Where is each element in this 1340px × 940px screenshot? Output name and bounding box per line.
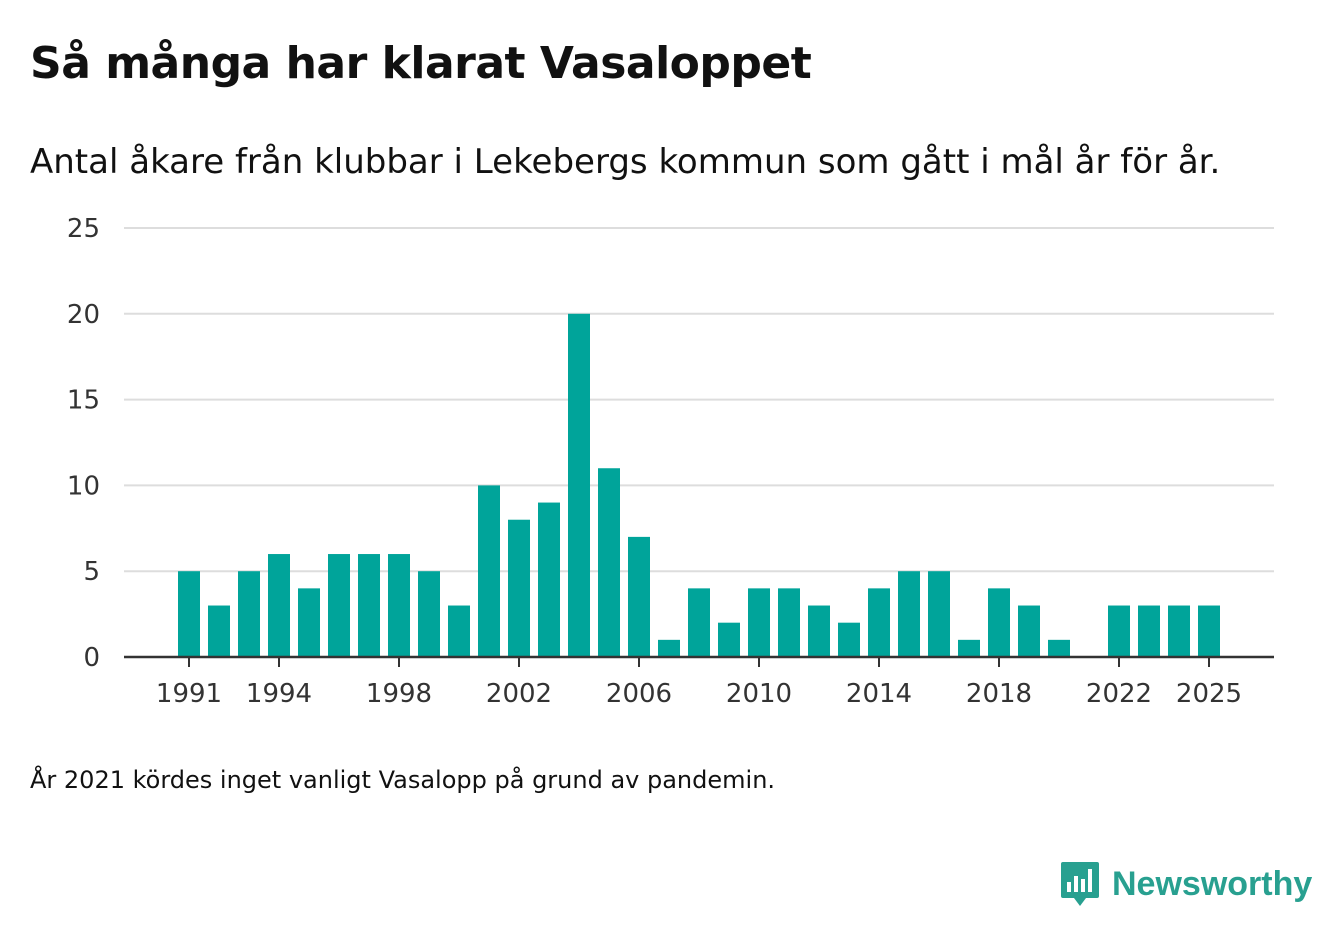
chart-title: Så många har klarat Vasaloppet <box>30 38 812 89</box>
y-tick-label: 25 <box>67 214 100 244</box>
bar-2000 <box>448 605 470 657</box>
bar-2014 <box>868 588 890 657</box>
bar-2006 <box>628 536 650 657</box>
brand-name: Newsworthy <box>1112 864 1313 903</box>
bar-2008 <box>688 588 710 657</box>
bar-2001 <box>478 485 500 657</box>
bar-2018 <box>988 588 1010 657</box>
y-tick-label: 10 <box>67 471 100 501</box>
bar-2004 <box>568 313 590 657</box>
bar-1992 <box>208 605 230 657</box>
x-axis-ticks: 1991 1994 1998 2002 2006 2010 2014 2018 2022 2025 <box>156 657 1242 709</box>
x-tick-label: 2014 <box>846 679 912 709</box>
x-tick-label: 2022 <box>1086 679 1152 709</box>
bar-1994 <box>268 554 290 657</box>
bar-1993 <box>238 571 260 657</box>
y-tick-label: 5 <box>83 557 100 587</box>
bar-1999 <box>418 571 440 657</box>
chart-footnote: År 2021 kördes inget vanligt Vasalopp på… <box>30 766 776 794</box>
y-tick-label: 20 <box>67 300 100 330</box>
bar-2010 <box>748 588 770 657</box>
x-tick-label: 2010 <box>726 679 792 709</box>
chart-subtitle: Antal åkare från klubbar i Lekebergs kom… <box>30 142 1221 182</box>
bar-2023 <box>1138 605 1160 657</box>
bar-2011 <box>778 588 800 657</box>
newsworthy-logo-icon <box>1061 862 1099 906</box>
bar-2025 <box>1198 605 1220 657</box>
bar-2009 <box>718 622 740 657</box>
bar-2024 <box>1168 605 1190 657</box>
x-tick-label: 2025 <box>1176 679 1242 709</box>
bar-1995 <box>298 588 320 657</box>
bars <box>178 313 1220 657</box>
bar-2002 <box>508 519 530 657</box>
y-tick-label: 0 <box>83 643 100 673</box>
x-tick-label: 2002 <box>486 679 552 709</box>
x-tick-label: 1991 <box>156 679 222 709</box>
bar-2012 <box>808 605 830 657</box>
y-axis-ticks: 0 5 10 15 20 25 <box>67 214 100 673</box>
bar-2007 <box>658 639 680 657</box>
y-tick-label: 15 <box>67 386 100 416</box>
bar-2019 <box>1018 605 1040 657</box>
bar-2022 <box>1108 605 1130 657</box>
bar-2017 <box>958 639 980 657</box>
bar-2005 <box>598 468 620 657</box>
bar-2020 <box>1048 639 1070 657</box>
bar-2003 <box>538 502 560 657</box>
bar-1996 <box>328 554 350 657</box>
bar-1997 <box>358 554 380 657</box>
x-tick-label: 1994 <box>246 679 312 709</box>
x-tick-label: 2018 <box>966 679 1032 709</box>
bar-2016 <box>928 571 950 657</box>
gridlines <box>124 227 1274 573</box>
bar-1998 <box>388 554 410 657</box>
bar-2015 <box>898 571 920 657</box>
x-tick-label: 1998 <box>366 679 432 709</box>
x-tick-label: 2006 <box>606 679 672 709</box>
bar-2013 <box>838 622 860 657</box>
bar-1991 <box>178 571 200 657</box>
brand-logo: Newsworthy <box>1060 860 1312 908</box>
